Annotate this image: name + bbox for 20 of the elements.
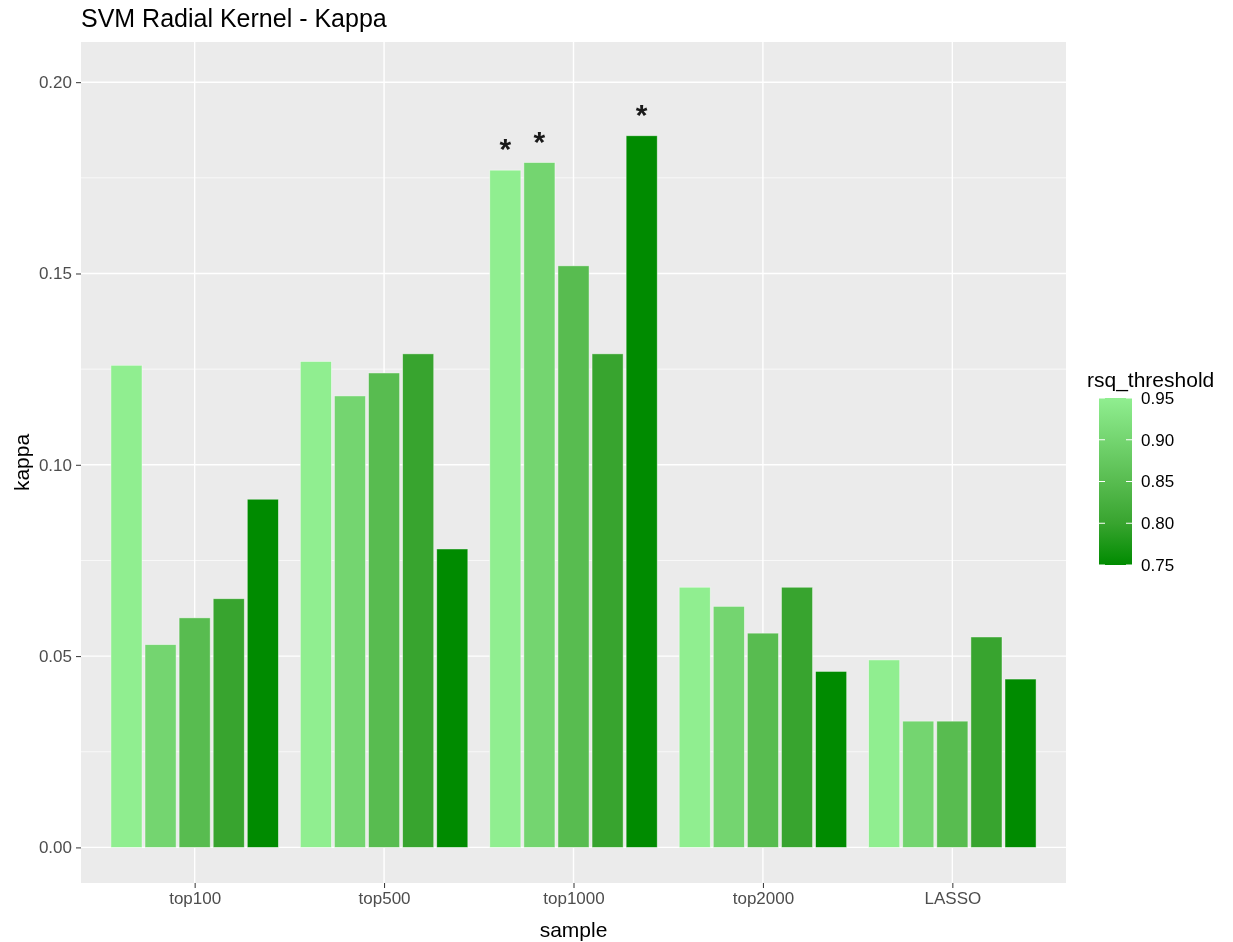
x-tick-label: top2000 — [732, 889, 795, 909]
y-tick-label: 0.20 — [38, 73, 72, 93]
y-axis-title: kappa — [10, 433, 33, 492]
x-tick-label: top500 — [358, 889, 411, 909]
x-tick-label: LASSO — [924, 889, 982, 909]
legend-label: 0.90 — [1141, 430, 1175, 450]
data-label: * — [499, 132, 512, 166]
data-label: * — [533, 124, 546, 158]
x-tick-label: top100 — [169, 889, 222, 909]
legend-label: 0.85 — [1141, 472, 1175, 492]
y-tick-label: 0.05 — [38, 647, 72, 667]
y-tick-label: 0.15 — [38, 264, 72, 284]
x-axis-title: sample — [539, 918, 608, 941]
data-label: * — [635, 97, 648, 131]
chart-title: SVM Radial Kernel - Kappa — [81, 4, 387, 32]
y-tick-label: 0.10 — [38, 455, 72, 475]
legend-label: 0.75 — [1141, 555, 1175, 575]
y-tick-label: 0.00 — [38, 838, 72, 858]
legend-label: 0.80 — [1141, 514, 1175, 534]
x-tick-label: top1000 — [543, 889, 605, 909]
